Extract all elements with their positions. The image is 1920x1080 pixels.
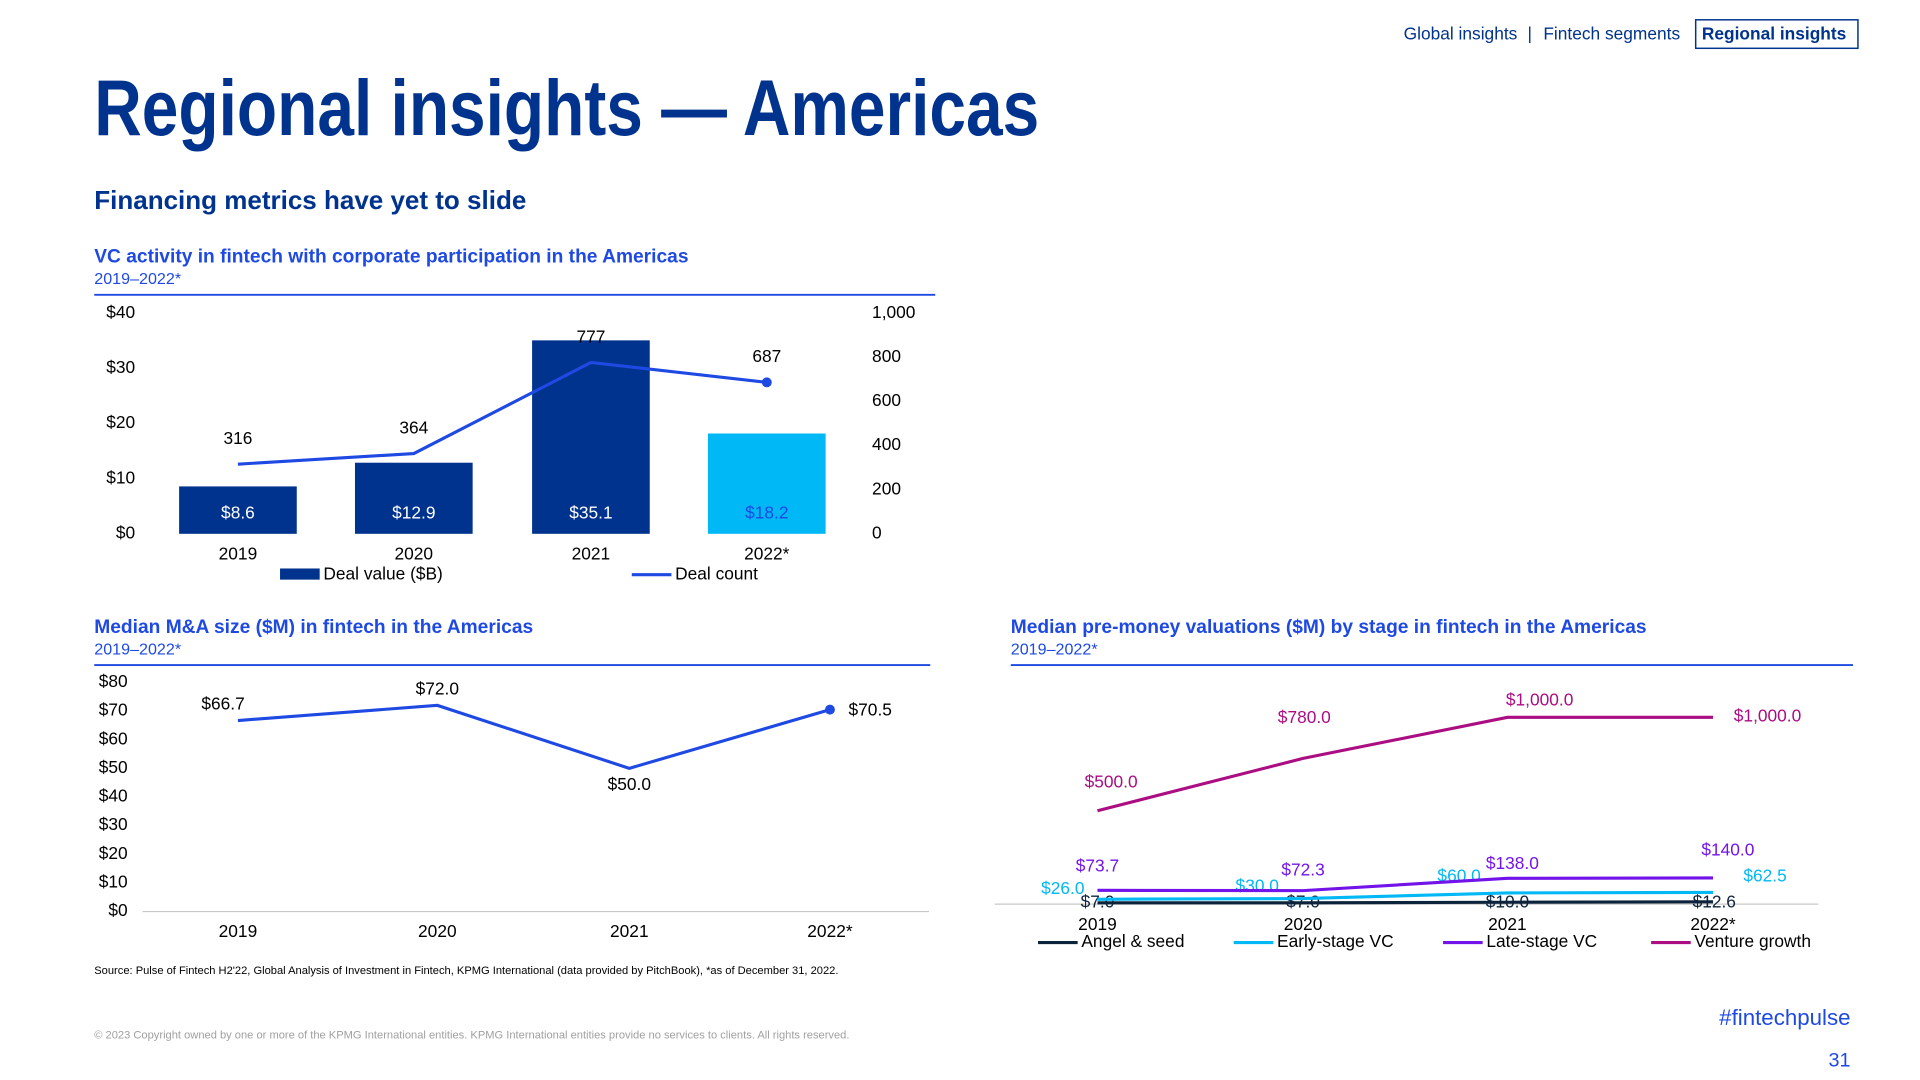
y-tick-label: $50 — [99, 757, 128, 777]
value-label: 777 — [576, 326, 605, 346]
line — [237, 703, 831, 770]
x-tick-label: 2022* — [744, 543, 790, 563]
hashtag[interactable]: #fintechpulse — [1719, 1005, 1850, 1030]
y-tick-label: $30 — [99, 814, 128, 834]
bar — [354, 462, 473, 534]
copyright: © 2023 Copyright owned by one or more of… — [94, 1029, 849, 1041]
nav-separator: | — [1527, 23, 1532, 43]
bar — [707, 433, 826, 534]
source: Source: Pulse of Fintech H2'22, Global A… — [94, 965, 838, 977]
value-label: 364 — [399, 417, 428, 437]
value-label: $73.7 — [1076, 856, 1119, 876]
legend-label: Late-stage VC — [1486, 931, 1597, 951]
x-tick-label: 2021 — [610, 921, 649, 941]
legend-swatch — [280, 568, 320, 580]
x-tick-label: 2019 — [219, 921, 258, 941]
line — [1097, 715, 1714, 813]
value-label: $62.5 — [1743, 865, 1786, 885]
value-label: $35.1 — [569, 503, 612, 523]
value-label: $26.0 — [1041, 878, 1084, 898]
value-label: $7.0 — [1286, 891, 1320, 911]
legend-label: Venture growth — [1694, 931, 1811, 951]
value-label: 687 — [752, 346, 781, 366]
y-tick-label: $80 — [99, 671, 128, 691]
x-tick-label: 2020 — [395, 543, 434, 563]
end-marker — [761, 377, 772, 388]
value-label: $500.0 — [1085, 771, 1138, 791]
value-label: $138.0 — [1486, 853, 1539, 873]
y-tick-label: 400 — [872, 434, 901, 454]
y-tick-label: $20 — [99, 843, 128, 863]
x-tick-label: 2020 — [418, 921, 457, 941]
bar — [179, 486, 297, 534]
line — [1097, 876, 1714, 893]
y-tick-label: 200 — [872, 478, 901, 498]
y-tick-label: $10 — [106, 467, 135, 487]
value-label: $8.6 — [221, 503, 255, 523]
y-tick-label: $0 — [108, 900, 127, 920]
end-marker — [825, 704, 835, 715]
page-title: Regional insights — Americas — [94, 63, 1039, 152]
page-subtitle: Financing metrics have yet to slide — [94, 185, 526, 215]
y-tick-label: $20 — [106, 412, 135, 432]
x-tick-label: 2020 — [1284, 914, 1323, 934]
legend-label: Angel & seed — [1081, 931, 1184, 951]
y-tick-label: $40 — [106, 302, 135, 322]
y-tick-label: 600 — [872, 390, 901, 410]
line — [237, 360, 767, 466]
legend-label: Deal value ($B) — [323, 563, 442, 583]
y-tick-label: $70 — [99, 700, 128, 720]
y-tick-label: 800 — [872, 346, 901, 366]
x-tick-label: 2019 — [219, 543, 258, 563]
legend-label: Early-stage VC — [1277, 931, 1394, 951]
value-label: $140.0 — [1701, 839, 1754, 859]
y-tick-label: $60 — [99, 728, 128, 748]
value-label: $72.0 — [416, 678, 459, 698]
y-tick-label: 1,000 — [872, 302, 915, 322]
x-tick-label: 2021 — [572, 543, 611, 563]
value-label: $12.6 — [1693, 891, 1736, 911]
value-label: $66.7 — [201, 693, 244, 713]
value-label: $7.0 — [1081, 891, 1115, 911]
x-tick-label: 2022* — [1690, 914, 1736, 934]
value-label: $10.0 — [1486, 891, 1529, 911]
nav-link[interactable]: Global insights — [1404, 23, 1518, 43]
chart-title: VC activity in fintech with corporate pa… — [94, 247, 688, 268]
value-label: $50.0 — [608, 774, 651, 794]
value-label: 316 — [223, 428, 252, 448]
chart-subtitle: 2019–2022* — [94, 640, 182, 658]
line — [1097, 900, 1714, 905]
y-tick-label: $10 — [99, 871, 128, 891]
x-tick-label: 2021 — [1488, 914, 1527, 934]
value-label: $12.9 — [392, 503, 435, 523]
value-label: $70.5 — [849, 699, 892, 719]
y-tick-label: $30 — [106, 357, 135, 377]
bar — [532, 340, 650, 534]
line — [1097, 890, 1714, 901]
x-tick-label: 2022* — [807, 921, 853, 941]
y-tick-label: $40 — [99, 786, 128, 806]
chart-subtitle: 2019–2022* — [1011, 640, 1099, 658]
value-label: $780.0 — [1278, 707, 1331, 727]
page-number: 31 — [1828, 1050, 1850, 1072]
nav-active-box — [1694, 19, 1859, 50]
nav-link[interactable]: Regional insights — [1702, 23, 1846, 43]
value-label: $18.2 — [745, 503, 788, 523]
chart-title: Median M&A size ($M) in fintech in the A… — [94, 617, 533, 638]
y-tick-label: 0 — [872, 522, 882, 542]
nav-link[interactable]: Fintech segments — [1543, 23, 1680, 43]
value-label: $1,000.0 — [1506, 690, 1573, 710]
value-label: $30.0 — [1236, 875, 1279, 895]
chart-title: Median pre-money valuations ($M) by stag… — [1011, 617, 1647, 638]
value-label: $72.3 — [1281, 859, 1324, 879]
y-tick-label: $0 — [116, 522, 135, 542]
x-tick-label: 2019 — [1078, 914, 1117, 934]
chart-subtitle: 2019–2022* — [94, 270, 182, 288]
value-label: $1,000.0 — [1734, 706, 1801, 726]
legend-label: Deal count — [675, 563, 758, 583]
